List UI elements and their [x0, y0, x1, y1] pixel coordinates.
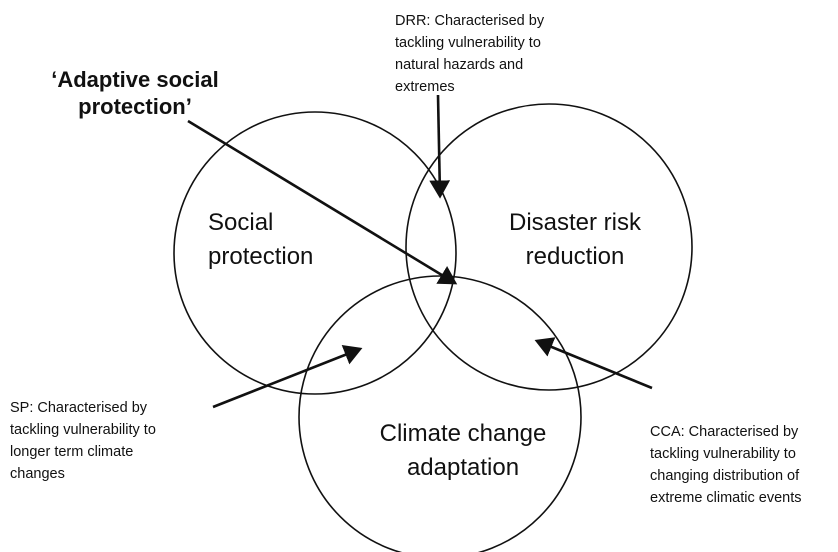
- title-line: ‘Adaptive social: [51, 67, 219, 92]
- circle-label: Climate change: [380, 420, 547, 447]
- annotation-line: tackling vulnerability to: [650, 446, 796, 462]
- circle-label: reduction: [526, 243, 625, 270]
- arrow-sp: [212, 345, 363, 409]
- annotation-line: DRR: Characterised by: [395, 13, 545, 29]
- annotation-line: changing distribution of: [650, 468, 800, 484]
- annotation-line: longer term climate: [10, 444, 133, 460]
- annotation-line: extremes: [395, 79, 455, 95]
- annotation-line: natural hazards and: [395, 57, 523, 73]
- circle-label: adaptation: [407, 454, 519, 481]
- annotations: DRR: Characterised by tackling vulnerabil…: [10, 13, 802, 506]
- arrow-adaptive: [187, 119, 458, 285]
- circle-label: Disaster risk: [509, 209, 642, 236]
- annotation-line: changes: [10, 466, 65, 482]
- title-line: protection’: [78, 94, 192, 119]
- circle-social-protection: [173, 111, 457, 395]
- annotation-line: CCA: Characterised by: [650, 424, 799, 440]
- annotation-line: SP: Characterised by: [10, 400, 148, 416]
- annotation-line: tackling vulnerability to: [10, 422, 156, 438]
- arrow-drr: [429, 94, 451, 199]
- annotation-line: extreme climatic events: [650, 490, 802, 506]
- circle-label: Social: [208, 209, 273, 236]
- arrow-cca: [534, 337, 653, 390]
- annotation-line: tackling vulnerability to: [395, 35, 541, 51]
- circle-label: protection: [208, 243, 313, 270]
- circle-disaster-risk-reduction: [405, 103, 693, 391]
